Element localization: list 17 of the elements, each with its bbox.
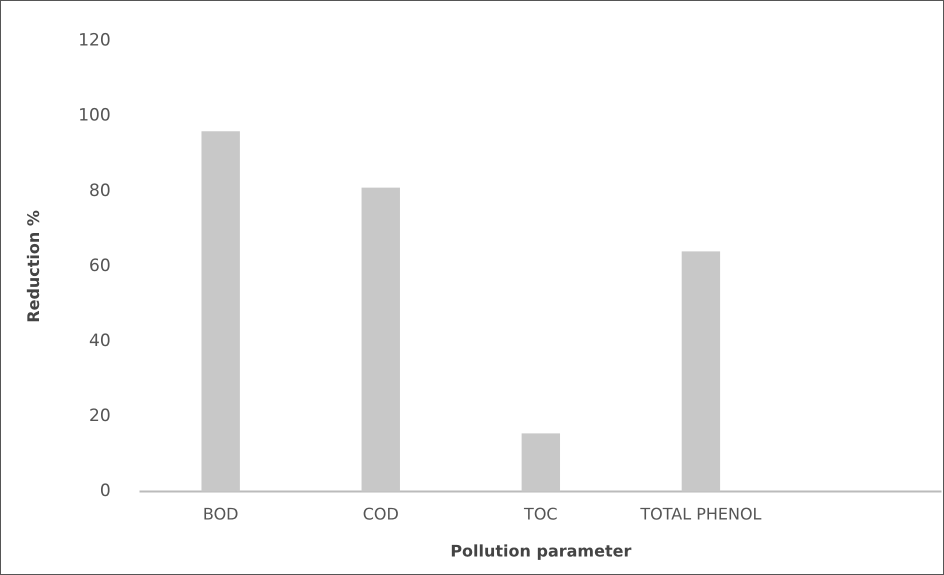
y-tick-label: 80	[89, 180, 111, 201]
x-tick-label: COD	[362, 504, 399, 524]
y-tick-label: 20	[89, 406, 111, 426]
x-tick-label: TOC	[523, 504, 558, 524]
x-tick-label: TOTAL PHENOL	[639, 504, 762, 524]
x-axis-title: Pollution parameter	[450, 542, 632, 561]
x-tick-label: BOD	[202, 504, 238, 524]
bar	[522, 433, 560, 492]
y-tick-label: 0	[100, 481, 111, 502]
bar	[362, 188, 400, 492]
y-tick-label: 120	[78, 30, 111, 51]
y-axis-title: Reduction %	[24, 210, 43, 323]
y-tick-label: 60	[89, 256, 111, 276]
y-tick-label: 100	[78, 106, 111, 126]
bar	[201, 131, 240, 492]
bar	[682, 251, 720, 492]
y-tick-label: 40	[89, 330, 111, 351]
